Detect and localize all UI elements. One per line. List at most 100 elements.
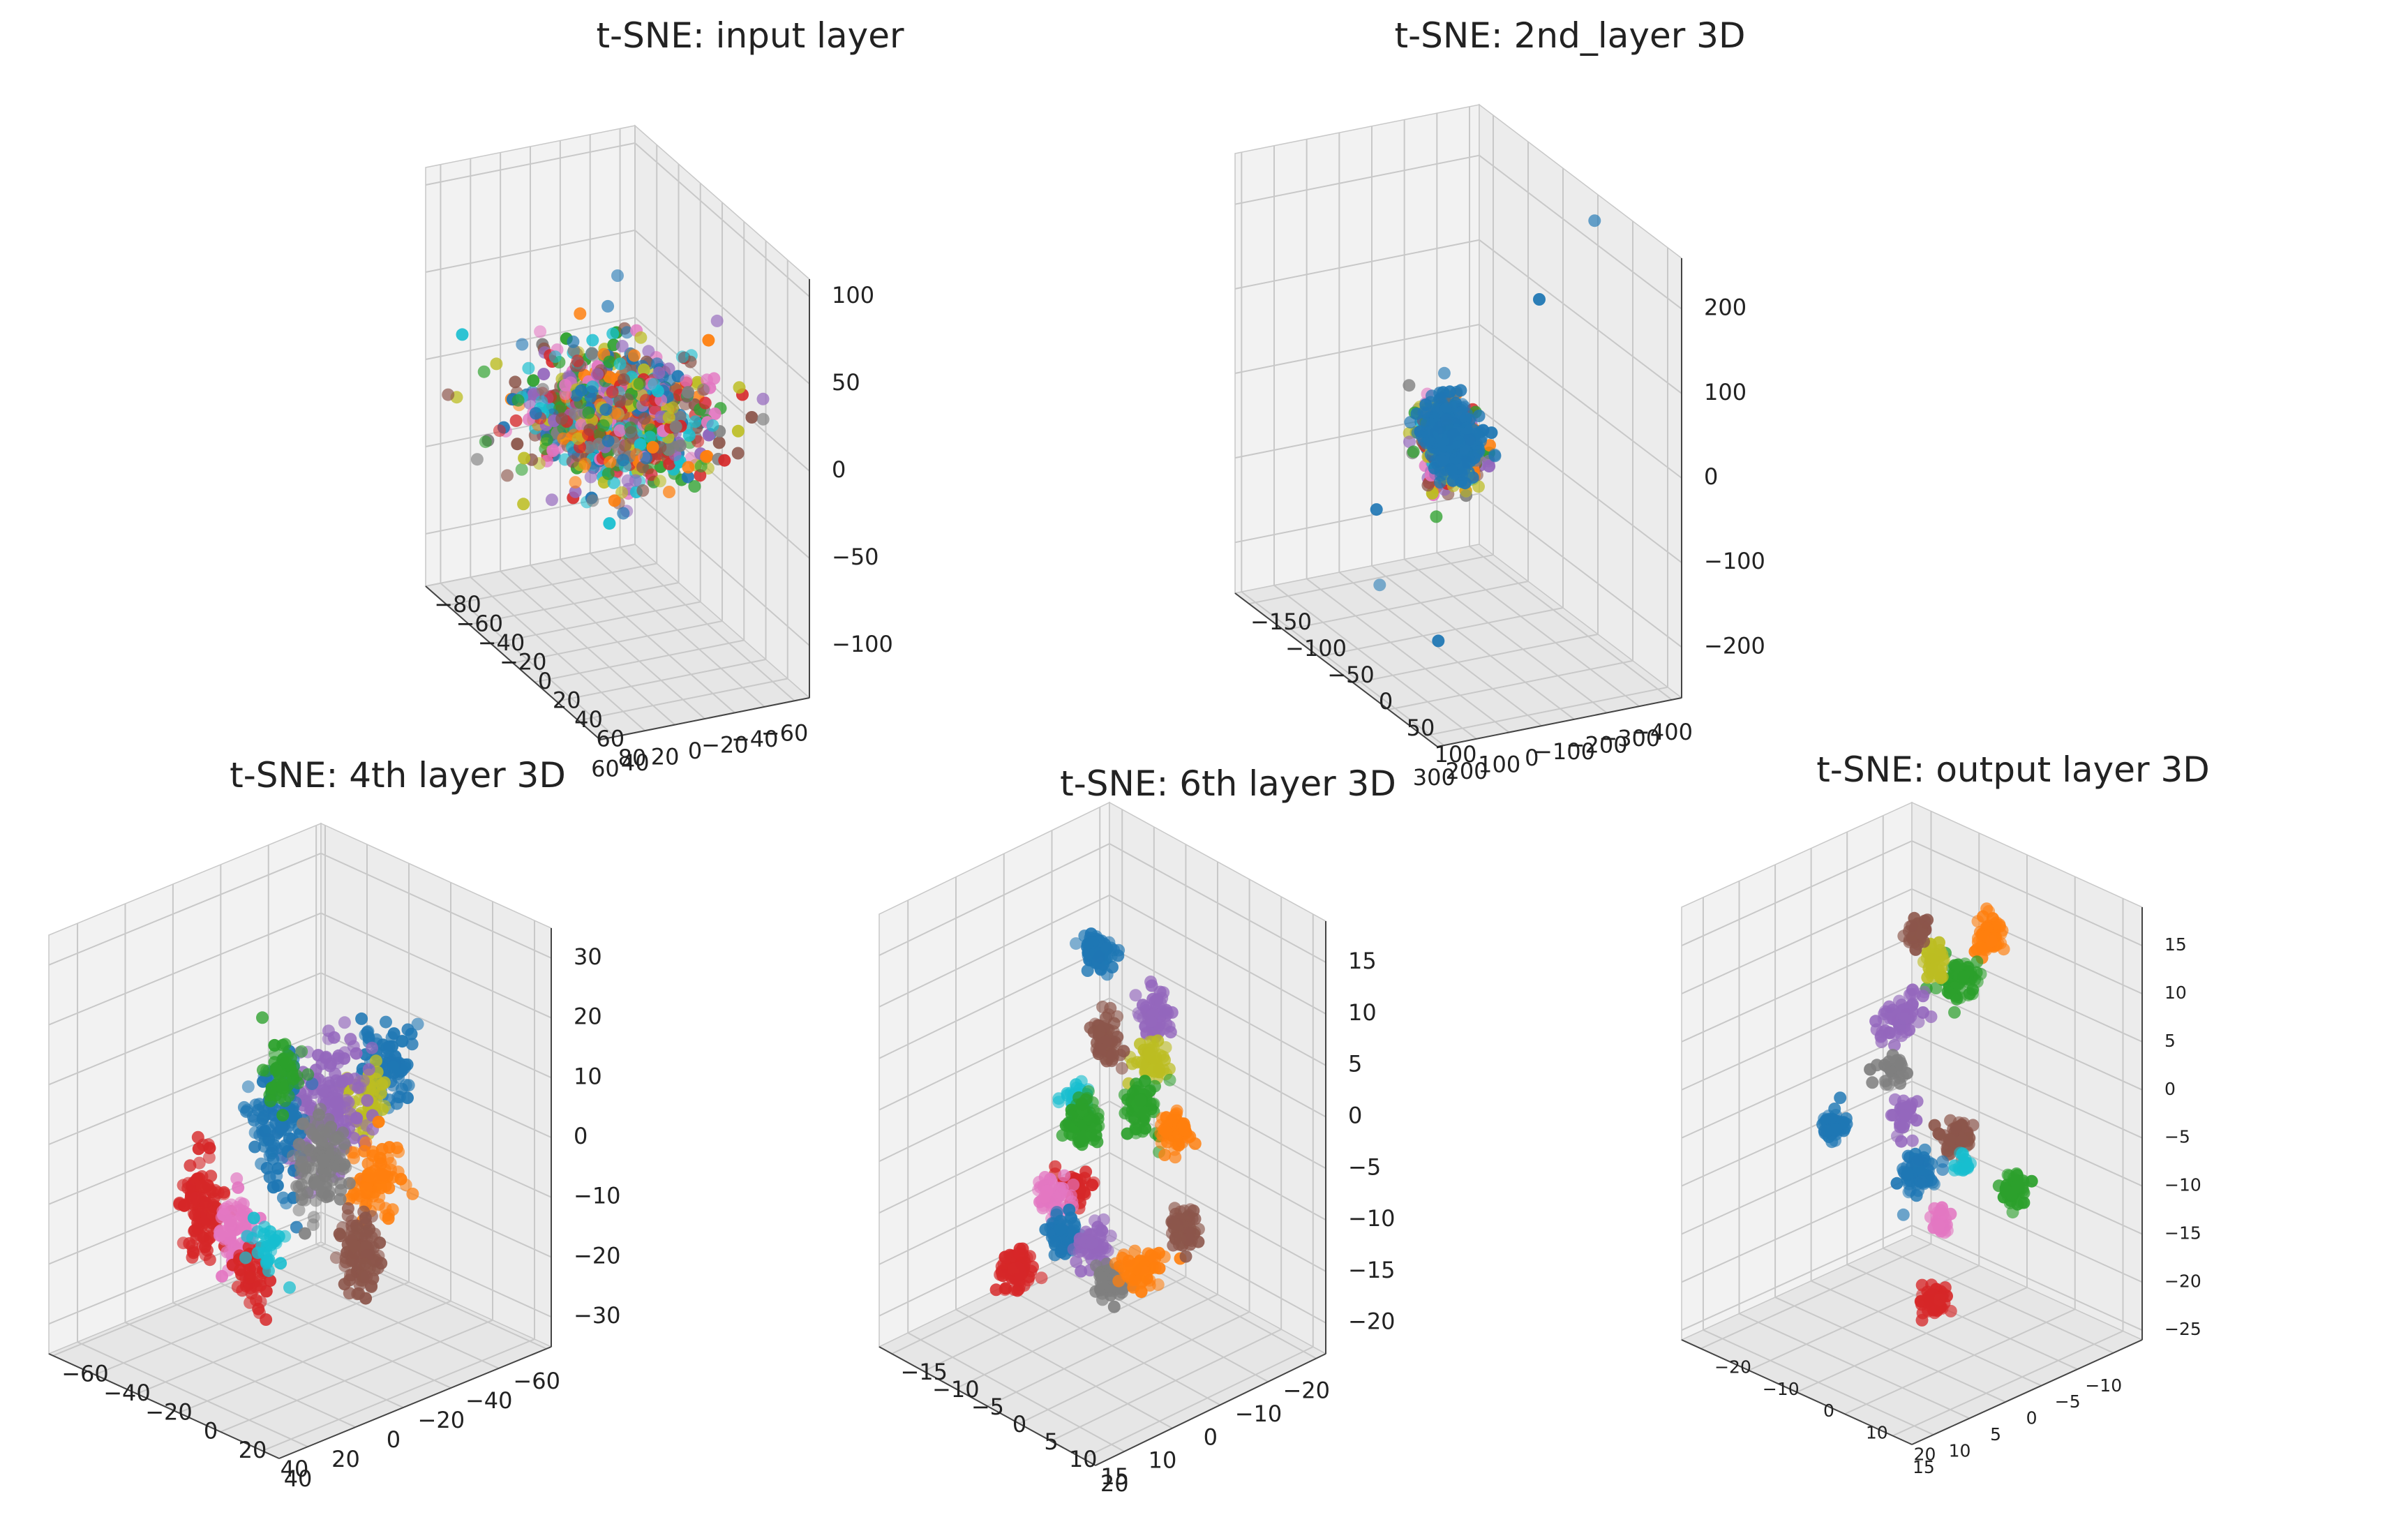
scatter-point [338,1016,351,1029]
scatter-point [178,1199,191,1212]
scatter-point [1164,1026,1177,1039]
scatter-point [326,1143,339,1156]
scatter-point [527,374,540,387]
scatter-point [350,1221,364,1234]
scatter-point [338,1260,352,1272]
scatter-point [241,1080,255,1093]
scatter-point [1012,1246,1025,1260]
scatter-point [1121,1270,1135,1283]
scatter-point [1834,1091,1847,1105]
grid-z [1109,894,1326,1015]
grid-y [1082,1346,1314,1459]
scatter-point [1878,1075,1892,1088]
scatter-point [634,438,647,451]
grid-z [48,912,322,1026]
z-tick-label: −30 [574,1302,621,1329]
scatter-point [648,378,661,391]
scatter-point [187,1246,200,1260]
scatter-point [599,403,613,416]
scatter-point [361,1026,374,1039]
grid-z [1681,1080,1913,1187]
y-tick-label: 5 [1044,1428,1058,1455]
scatter-point [375,1142,389,1156]
grid-z [1109,843,1326,963]
scatter-point [509,414,523,427]
scatter-point [1115,1286,1128,1299]
scatter-point [327,1031,341,1044]
grid-y [1283,581,1529,632]
scatter-point [527,388,540,401]
grid-y [955,1276,1186,1389]
grid-y [1748,1264,1980,1371]
grid-x [1306,578,1510,733]
grid-y [1248,554,1494,605]
scatter-point [1941,985,1954,999]
scatter-point [1460,455,1473,468]
scatter-point [322,1189,336,1202]
scatter-point [1082,1112,1095,1126]
scatter-point [1011,1284,1024,1297]
scatter-point [470,453,484,466]
scatter-point [1933,1293,1946,1306]
scatter-point [324,1057,337,1070]
scatter-point [639,394,652,407]
scatter-point [1437,433,1450,447]
scatter-point [1052,1096,1065,1109]
grid-z [320,1151,552,1258]
x-tick-label: 0 [1525,745,1539,771]
scatter-point [603,517,616,530]
scatter-point [1890,1177,1904,1190]
panel-5: −10−5051015−20−1001020151050−5−10−15−20−… [1680,749,2210,1477]
scatter-point [1050,1208,1063,1221]
grid-z [1911,1225,2143,1331]
x-tick-label: 10 [1149,1447,1177,1474]
grid-y [987,1294,1218,1407]
scatter-point [536,382,549,396]
scatter-point [269,1063,283,1077]
scatter-point [1410,408,1423,420]
scatter-point [1172,1139,1186,1152]
grid-z [1911,1080,2143,1187]
scatter-point [642,345,655,358]
scatter-point [276,1109,290,1122]
scatter-point [401,1023,414,1036]
scatter-point [702,334,715,347]
scatter-point [247,1211,260,1225]
scatter-point [1070,937,1082,950]
scatter-point [329,1133,341,1146]
grid-z [1234,324,1480,374]
scatter-point [347,1040,360,1053]
scatter-point [637,363,650,376]
y-tick-label: −5 [971,1394,1004,1420]
x-tick-label: 200 [1445,758,1488,784]
grid-x [1241,591,1444,746]
chart-title: t-SNE: input layer [596,15,904,56]
scatter-point [359,1182,373,1195]
scatter-point [1944,1304,1957,1317]
grid-y [512,620,723,664]
scatter-point [248,1140,262,1154]
scatter-point [615,340,629,352]
y-tick-label: 0 [1379,688,1393,715]
y-tick-label: −100 [1285,635,1347,662]
scatter-point [989,1283,1003,1297]
scatter-point [366,1149,380,1163]
scatter-point [350,1112,364,1125]
x-tick-label: 15 [1913,1457,1935,1477]
scatter-point [1901,1067,1913,1080]
x-axis-line [1095,1353,1326,1466]
y-tick-label: −10 [932,1376,980,1403]
scatter-point [299,1162,312,1174]
scatter-point [604,456,617,469]
x-axis-line [599,697,810,740]
grid-y [891,1241,1123,1354]
scatter-point [1430,510,1443,523]
scatter-point [1472,480,1485,493]
grid-z [1911,888,2143,994]
scatter-point [493,424,506,438]
scatter-point [329,1251,343,1264]
scatter-point [1828,1103,1841,1115]
scatter-point [1866,1076,1879,1089]
x-tick-label: −5 [2055,1391,2081,1412]
scatter-point [679,398,692,411]
